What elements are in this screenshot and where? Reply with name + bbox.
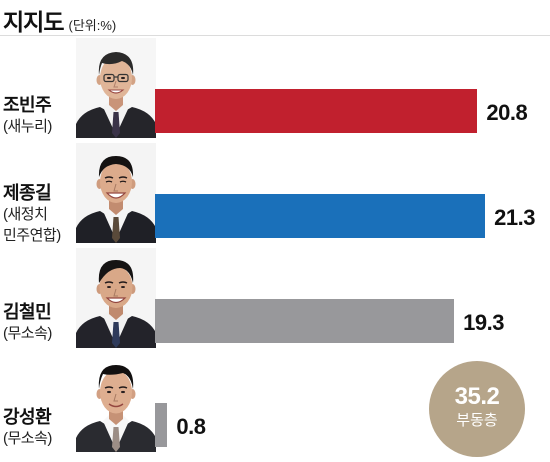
value-label: 20.8 xyxy=(486,100,528,125)
undecided-badge: 35.2 부동층 xyxy=(429,361,525,457)
candidate-label: 김철민 (무소속) xyxy=(3,301,52,344)
party-label: 민주연합) xyxy=(3,227,61,244)
candidate-label: 강성환 (무소속) xyxy=(3,406,52,449)
party-label: (새누리) xyxy=(3,118,52,135)
undecided-label: 부동층 xyxy=(456,412,498,429)
value-label: 0.8 xyxy=(176,414,206,439)
portrait-image xyxy=(76,352,156,452)
bar xyxy=(155,89,478,133)
chart-title: 지지도 xyxy=(3,9,64,35)
candidate-name: 김철민 xyxy=(3,302,52,322)
party-label: (새정치 xyxy=(3,206,48,223)
undecided-value: 35.2 xyxy=(454,383,500,410)
candidate-photo xyxy=(76,38,156,138)
portrait-image xyxy=(76,143,156,243)
candidate-row: 김철민 (무소속) 19.3 xyxy=(0,247,550,351)
header: 지지도 (단위:%) xyxy=(3,3,117,35)
bar xyxy=(155,403,168,447)
candidate-label: 조빈주 (새누리) xyxy=(3,94,52,137)
party-label: (무소속) xyxy=(3,430,52,447)
unit-label: (단위:%) xyxy=(68,18,117,33)
bar xyxy=(155,194,486,238)
portrait-image xyxy=(76,38,156,138)
candidate-photo xyxy=(76,143,156,243)
value-label: 19.3 xyxy=(463,310,504,335)
candidate-photo xyxy=(76,248,156,348)
candidate-row: 강성환 (무소속) 0.8 xyxy=(0,351,550,455)
party-label: (무소속) xyxy=(3,325,52,342)
bar xyxy=(155,299,455,343)
value-label: 21.3 xyxy=(494,205,535,230)
candidate-row: 조빈주 (새누리) 20 xyxy=(0,37,550,141)
candidate-row: 제종길 (새정치 민주연합) xyxy=(0,142,550,246)
candidate-name: 강성환 xyxy=(3,407,52,427)
candidate-label: 제종길 (새정치 민주연합) xyxy=(3,182,61,246)
candidate-name: 조빈주 xyxy=(3,95,52,115)
candidate-name: 제종길 xyxy=(3,183,52,203)
candidate-photo xyxy=(76,352,156,452)
portrait-image xyxy=(76,248,156,348)
header-divider xyxy=(0,35,550,36)
